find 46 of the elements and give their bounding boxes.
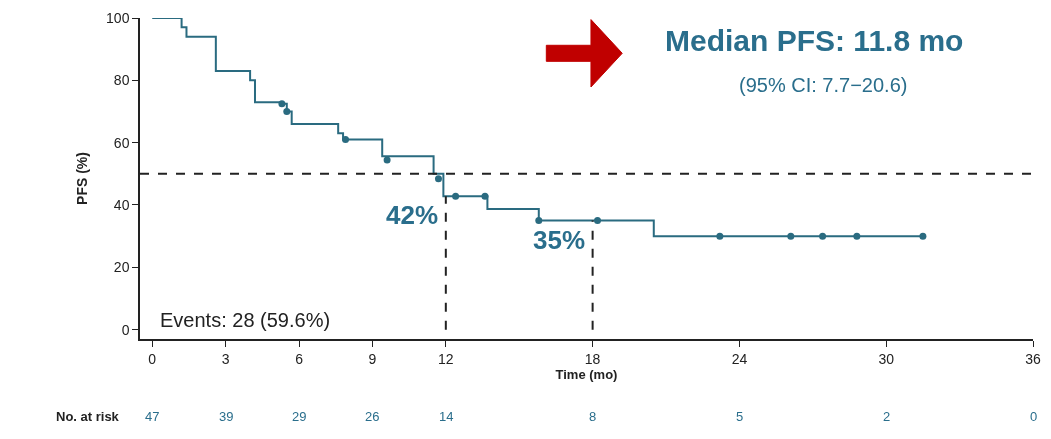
text: 2 [883, 409, 891, 424]
x-tick-label: 6 [295, 350, 304, 367]
point [787, 232, 795, 240]
annotation: Events: 28 (59.6%) [160, 309, 331, 331]
y-tick-label: 20 [113, 259, 130, 276]
y-axis-title: PFS (%) [74, 152, 91, 205]
text: 47 [145, 409, 160, 424]
y-tick-label: 100 [106, 9, 130, 26]
point [481, 192, 489, 200]
y-tick-label: 60 [113, 134, 130, 151]
x-tick-label: 12 [438, 350, 454, 367]
y-tick-label: 80 [113, 72, 130, 89]
text: 39 [219, 409, 234, 424]
x-tick-label: 30 [878, 350, 895, 367]
text: No. at risk [56, 409, 120, 424]
point [853, 232, 861, 240]
annotation: 42% [386, 200, 439, 230]
point [716, 232, 724, 240]
point [452, 192, 460, 200]
annotation: (95% CI: 7.7−20.6) [739, 74, 908, 96]
point [434, 175, 442, 183]
point [283, 108, 291, 115]
x-tick-label: 24 [731, 350, 748, 367]
point [383, 156, 391, 164]
point [819, 232, 827, 240]
point [278, 100, 286, 108]
x-tick-label: 9 [368, 350, 377, 367]
y-tick-label: 40 [113, 196, 130, 213]
point [919, 232, 927, 240]
text: 5 [736, 409, 744, 424]
annotation: 35% [533, 225, 586, 255]
text: 14 [439, 409, 454, 424]
text: 0 [1030, 409, 1038, 424]
x-tick-label: 18 [584, 350, 601, 367]
point [535, 217, 543, 225]
text: 29 [292, 409, 307, 424]
annotation: Median PFS: 11.8 mo [665, 24, 964, 57]
x-tick-label: 0 [148, 350, 157, 367]
x-axis-title: Time (mo) [555, 366, 618, 382]
y-tick-label: 0 [121, 321, 130, 338]
text: 26 [365, 409, 380, 424]
x-tick-label: 36 [1025, 350, 1041, 367]
x-tick-label: 3 [221, 350, 230, 367]
point [342, 136, 350, 144]
point [594, 217, 602, 225]
text: 8 [589, 409, 597, 424]
